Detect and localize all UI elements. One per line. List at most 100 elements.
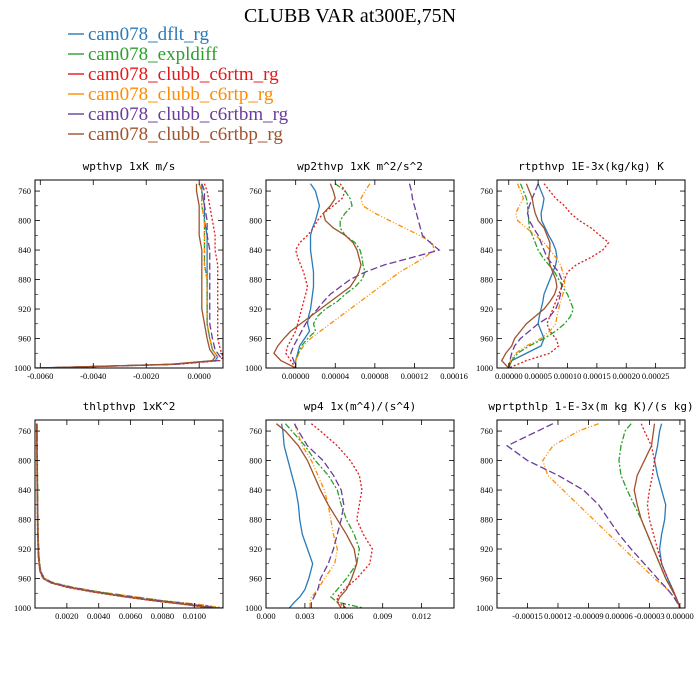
series-line (293, 423, 338, 608)
x-tick-label: 0.00005 (524, 371, 552, 381)
y-tick-label: 840 (480, 485, 493, 495)
series-line (295, 183, 366, 368)
plot-frame (496, 179, 686, 369)
panel-title: wp4 1x(m^4)/(s^4) (304, 400, 417, 413)
y-tick-label: 880 (18, 515, 31, 525)
y-tick-label: 880 (249, 515, 262, 525)
x-tick-label: -0.0040 (80, 371, 106, 381)
y-tick-label: 1000 (245, 363, 262, 373)
series-line (40, 183, 219, 368)
series-line (35, 423, 211, 608)
y-tick-label: 880 (249, 275, 262, 285)
legend-label: cam078_clubb_c6rtbm_rg (88, 104, 289, 125)
series-line (293, 423, 345, 608)
series-line (275, 423, 358, 608)
panels: wpthvp 1xK m/s7608008408809209601000-0.0… (14, 160, 694, 621)
y-tick-label: 840 (249, 245, 262, 255)
y-tick-label: 760 (18, 426, 31, 436)
y-tick-label: 840 (480, 245, 493, 255)
legend-label: cam078_dflt_rg (88, 24, 210, 45)
y-tick-label: 800 (249, 216, 262, 226)
legend-label: cam078_clubb_c6rtbp_rg (88, 124, 283, 145)
y-tick-label: 960 (249, 334, 262, 344)
legend-entry: cam078_clubb_c6rtbm_rg (68, 104, 289, 125)
panel-title: thlpthvp 1xK^2 (83, 400, 176, 413)
x-tick-label: 0.00012 (544, 611, 572, 621)
panel-title: wprtpthlp 1-E-3x(m kg K)/(s kg) (488, 400, 693, 413)
series-line (40, 183, 222, 368)
x-tick-label: 0.012 (412, 611, 431, 621)
y-tick-label: 960 (249, 574, 262, 584)
y-tick-label: 800 (480, 456, 493, 466)
x-tick-label: 0.00025 (642, 371, 670, 381)
y-tick-label: 840 (18, 485, 31, 495)
series-line (505, 423, 681, 608)
chart-panel: thlpthvp 1xK^2 760 800 840 880 920 960 1000 0.00… (14, 400, 224, 621)
y-tick-label: 920 (18, 544, 31, 554)
y-tick-label: 920 (18, 304, 31, 314)
plot-frame (496, 419, 686, 609)
series-line (508, 183, 558, 368)
x-tick-label: 0.0020 (55, 611, 78, 621)
y-tick-label: 760 (480, 426, 493, 436)
series-line (508, 183, 566, 368)
chart-panel: wp4 1x(m^4)/(s^4)76080084088092096010000… (245, 400, 455, 621)
y-tick-label: 880 (480, 515, 493, 525)
legend-entry: cam078_expldiff (68, 44, 218, 65)
x-tick-label: 0.009 (373, 611, 392, 621)
x-tick-label: 0.00015 (583, 371, 611, 381)
x-tick-label: 0.0080 (151, 611, 174, 621)
series-line (280, 423, 314, 608)
panel-title: rtpthvp 1E-3x(kg/kg) K (518, 160, 664, 173)
series-line (508, 183, 610, 368)
x-tick-label: -0.0060 (27, 371, 53, 381)
series-line (40, 183, 219, 368)
x-tick-label: 0.0000 (187, 371, 210, 381)
x-tick-label: 0.0100 (183, 611, 206, 621)
plot-frame (34, 179, 224, 369)
y-tick-label: 840 (18, 245, 31, 255)
series-line (36, 423, 216, 608)
series-line (500, 183, 558, 368)
x-tick-label: 0.0060 (119, 611, 142, 621)
plot-frame (265, 179, 455, 369)
series-line (310, 423, 374, 608)
x-tick-label: 0.003 (295, 611, 314, 621)
y-tick-label: 840 (249, 485, 262, 495)
y-tick-label: 800 (18, 216, 31, 226)
series-line (640, 423, 681, 608)
series-line (285, 183, 346, 368)
x-tick-label: 0.00010 (554, 371, 582, 381)
chart-panel: wprtpthlp 1-E-3x(m kg K)/(s kg) 760 800 840… (476, 400, 694, 621)
y-tick-label: 760 (480, 186, 493, 196)
plot-frame (34, 419, 224, 609)
y-tick-label: 920 (249, 544, 262, 554)
y-tick-label: 1000 (14, 603, 31, 613)
x-tick-label: 0.00016 (440, 371, 468, 381)
x-tick-label: 0.00000 (282, 371, 310, 381)
series-line (36, 423, 219, 608)
series-line (284, 423, 364, 608)
legend-label: cam078_clubb_c6rtp_rg (88, 84, 274, 105)
x-tick-label: 0.00000 (666, 611, 694, 621)
y-tick-label: 800 (249, 456, 262, 466)
series-line (35, 183, 219, 368)
y-tick-label: 960 (480, 574, 493, 584)
series-line (295, 183, 435, 368)
x-tick-label: 0.000 (256, 611, 275, 621)
series-line (295, 183, 321, 368)
chart-panel: wp2thvp 1xK m^2/s^2 760 800 840 880 920 960 100… (245, 160, 468, 381)
figure-title: CLUBB VAR at300E,75N (244, 5, 456, 27)
panel-title: wp2thvp 1xK m^2/s^2 (297, 160, 423, 173)
y-tick-label: 800 (480, 216, 493, 226)
series-line (508, 183, 563, 368)
y-tick-label: 760 (249, 186, 262, 196)
y-tick-label: 880 (18, 275, 31, 285)
y-tick-label: 960 (18, 334, 31, 344)
y-tick-label: 920 (249, 304, 262, 314)
x-tick-label: -0.00003 (634, 611, 664, 621)
x-tick-label: 0.00004 (321, 371, 349, 381)
chart-panel: wpthvp 1xK m/s7608008408809209601000-0.0… (14, 160, 224, 381)
y-tick-label: 760 (249, 426, 262, 436)
